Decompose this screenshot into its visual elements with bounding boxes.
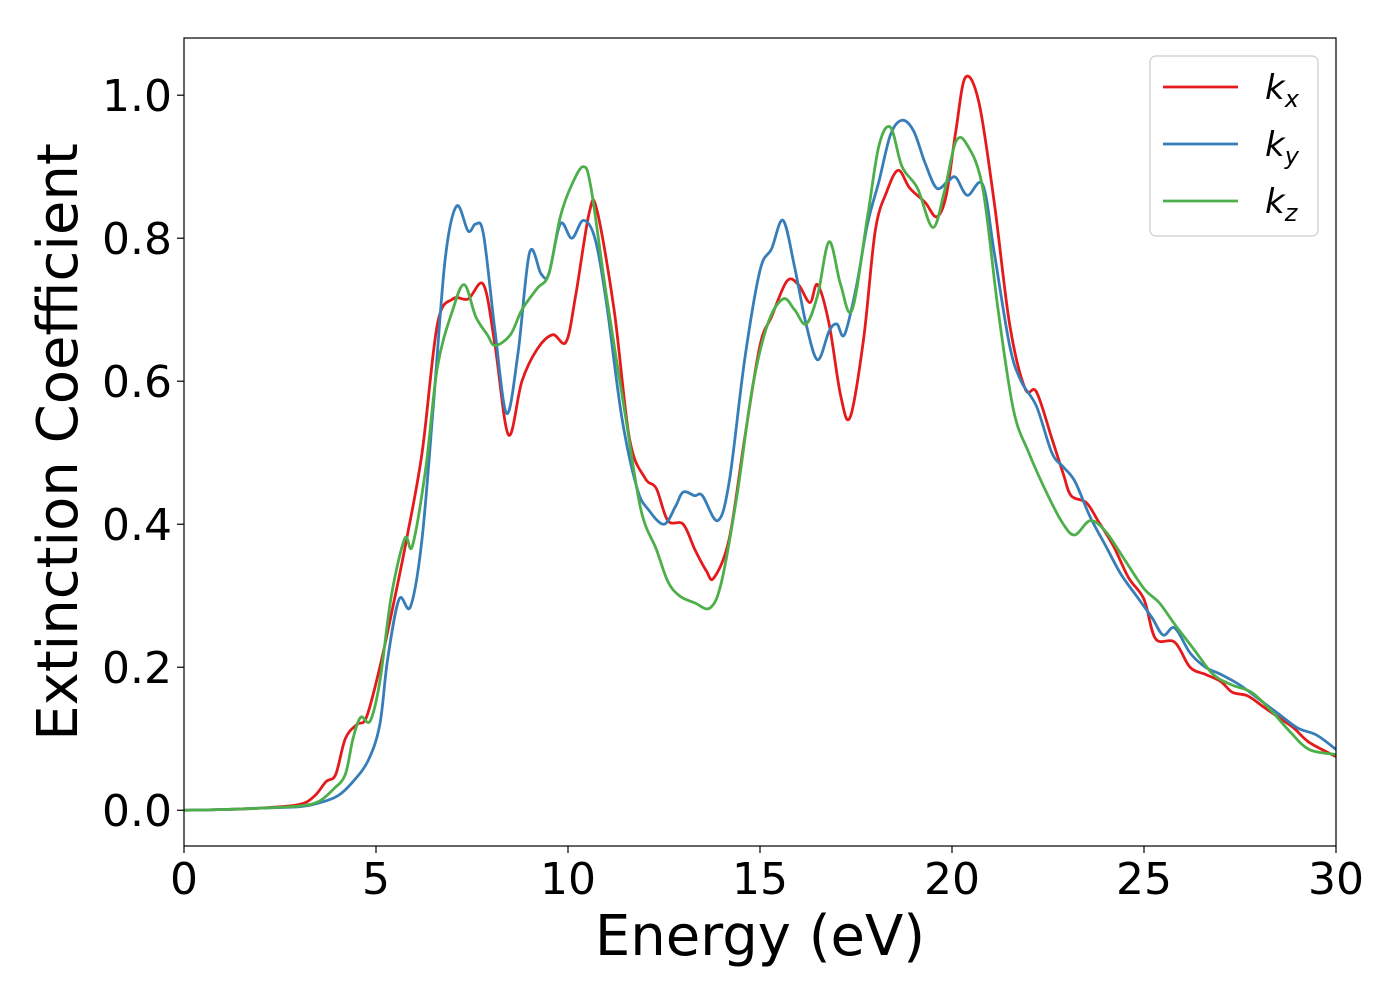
- x-tick-label: 5: [362, 854, 390, 905]
- legend: kx ky kz: [1149, 55, 1319, 237]
- y-tick-label: 0.6: [102, 357, 172, 408]
- x-tick-label: 15: [732, 854, 788, 905]
- y-tick-label: 1.0: [102, 71, 172, 122]
- x-tick-label: 25: [1116, 854, 1172, 905]
- legend-label-k_x: kx: [1265, 68, 1300, 113]
- x-tick-label: 0: [170, 854, 198, 905]
- x-tick-label: 10: [540, 854, 596, 905]
- legend-box: [1149, 55, 1319, 237]
- x-axis-title: Energy (eV): [595, 904, 925, 969]
- y-tick-label: 0.8: [102, 214, 172, 265]
- y-axis-title: Extinction Coefficient: [26, 143, 91, 741]
- y-tick-label: 0.2: [102, 643, 172, 694]
- legend-label-k_y: ky: [1265, 125, 1300, 170]
- series-line-k_y: [184, 118, 1336, 812]
- plot-lines: [184, 74, 1336, 812]
- plot-frame: [183, 37, 1337, 847]
- x-tick-label: 30: [1308, 854, 1364, 905]
- y-tick-label: 0.0: [102, 786, 172, 837]
- series-line-k_x: [184, 74, 1336, 812]
- y-tick-label: 0.4: [102, 500, 172, 551]
- legend-label-k_z: kz: [1265, 182, 1299, 227]
- x-tick-label: 20: [924, 854, 980, 905]
- axis-ticks: 0 5 10 15 20 25 30 0.0 0.2 0.4 0.6 0.8 1.0: [102, 71, 1364, 905]
- series-line-k_z: [184, 125, 1336, 812]
